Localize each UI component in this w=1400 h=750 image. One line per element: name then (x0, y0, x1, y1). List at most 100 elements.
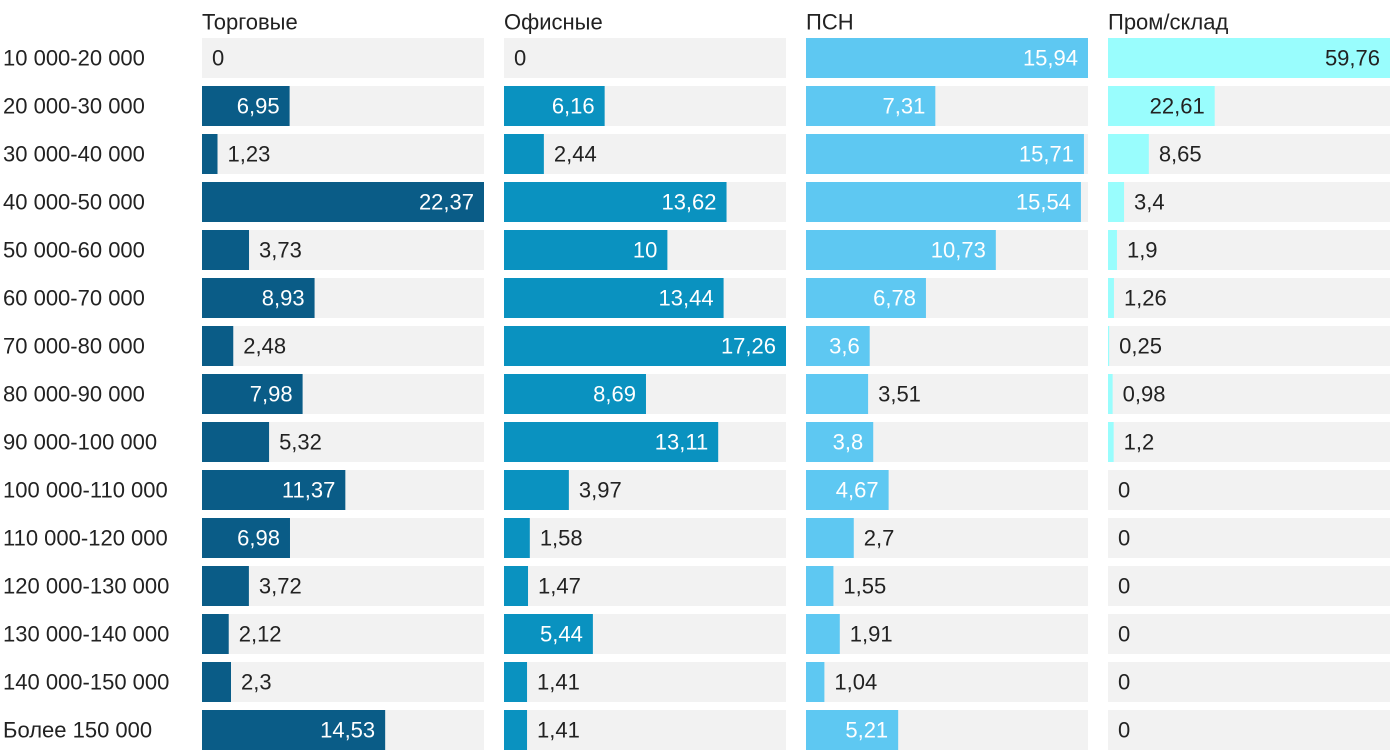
value-label: 3,8 (833, 430, 864, 455)
bar (504, 278, 724, 318)
bar (504, 614, 593, 654)
category-label: 50 000-60 000 (3, 238, 145, 263)
bar (806, 38, 1088, 78)
value-label: 0 (1118, 478, 1130, 503)
value-label: 13,62 (661, 190, 716, 215)
bar-background (202, 662, 484, 702)
panel-header-псн: ПСН (806, 10, 854, 35)
bar-background (202, 38, 484, 78)
bar (806, 230, 996, 270)
panel-header-офисные: Офисные (504, 10, 603, 35)
bar-background (202, 134, 484, 174)
value-label: 10,73 (931, 238, 986, 263)
bar (504, 518, 530, 558)
value-label: 0,98 (1123, 382, 1166, 407)
category-label: 110 000-120 000 (3, 526, 168, 551)
category-label: 130 000-140 000 (3, 622, 169, 647)
bar (806, 518, 854, 558)
value-label: 8,93 (262, 286, 305, 311)
bar (202, 422, 270, 462)
value-label: 13,11 (655, 430, 708, 455)
value-label: 15,54 (1016, 190, 1071, 215)
bar-background (504, 518, 786, 558)
value-label: 2,48 (243, 334, 286, 359)
bar (504, 710, 528, 750)
bar (202, 662, 231, 702)
category-label: 120 000-130 000 (3, 574, 169, 599)
bar (806, 278, 926, 318)
bar-background (1108, 662, 1390, 702)
value-label: 2,12 (239, 622, 282, 647)
value-label: 3,73 (259, 238, 302, 263)
bar-background (504, 566, 786, 606)
panel-header-пром-склад: Пром/склад (1108, 10, 1228, 35)
value-label: 0 (1118, 574, 1130, 599)
bar-background (806, 614, 1088, 654)
bar (1108, 278, 1114, 318)
bar (202, 230, 250, 270)
bar (1108, 230, 1117, 270)
bar-background (504, 710, 786, 750)
category-label: 60 000-70 000 (3, 286, 145, 311)
bar (202, 182, 484, 222)
value-label: 11,37 (282, 478, 335, 503)
bar-background (1108, 422, 1390, 462)
bar-background (806, 662, 1088, 702)
value-label: 3,97 (579, 478, 622, 503)
bar (202, 614, 229, 654)
bar (806, 134, 1084, 174)
category-label: 40 000-50 000 (3, 190, 145, 215)
value-label: 14,53 (320, 718, 375, 743)
panel-backgrounds (202, 38, 1390, 750)
bar-background (1108, 518, 1390, 558)
bar (504, 134, 544, 174)
bar (806, 374, 869, 414)
bar-background (1108, 614, 1390, 654)
bar-background (202, 566, 484, 606)
bar-background (504, 662, 786, 702)
value-label: 3,72 (259, 574, 302, 599)
bar (1108, 38, 1390, 78)
bar (806, 86, 936, 126)
value-label: 0,25 (1119, 334, 1162, 359)
value-label: 2,7 (864, 526, 895, 551)
bar-background (1108, 230, 1390, 270)
value-label: 6,78 (873, 286, 916, 311)
bar (202, 134, 218, 174)
value-label: 22,61 (1150, 94, 1205, 119)
value-label: 3,51 (878, 382, 921, 407)
bar (504, 86, 605, 126)
value-label: 0 (514, 46, 526, 71)
value-label: 1,91 (850, 622, 893, 647)
bar-background (504, 134, 786, 174)
category-label: Более 150 000 (3, 718, 152, 743)
value-label: 5,32 (279, 430, 322, 455)
category-label: 30 000-40 000 (3, 142, 145, 167)
bar (1108, 134, 1149, 174)
value-label: 5,21 (845, 718, 888, 743)
bar-background (1108, 710, 1390, 750)
bar-background (1108, 182, 1390, 222)
bar-background (1108, 278, 1390, 318)
bar-background (1108, 326, 1390, 366)
bar-background (202, 326, 484, 366)
value-label: 0 (1118, 622, 1130, 647)
bar (1108, 422, 1114, 462)
category-label: 80 000-90 000 (3, 382, 145, 407)
value-label: 1,41 (537, 718, 580, 743)
bar (806, 470, 889, 510)
value-label: 5,44 (540, 622, 583, 647)
bar-background (806, 566, 1088, 606)
bar (806, 182, 1081, 222)
value-label: 3,4 (1134, 190, 1165, 215)
value-label: 8,69 (593, 382, 636, 407)
value-label: 10 (633, 238, 657, 263)
value-label: 15,94 (1023, 46, 1078, 71)
category-label: 100 000-110 000 (3, 478, 168, 503)
bar (1108, 326, 1110, 366)
labels: 10 000-20 000 20 000-30 000 30 000-40 000 4… (3, 10, 1380, 743)
bar (1108, 374, 1113, 414)
bar (504, 470, 569, 510)
bar (806, 326, 870, 366)
